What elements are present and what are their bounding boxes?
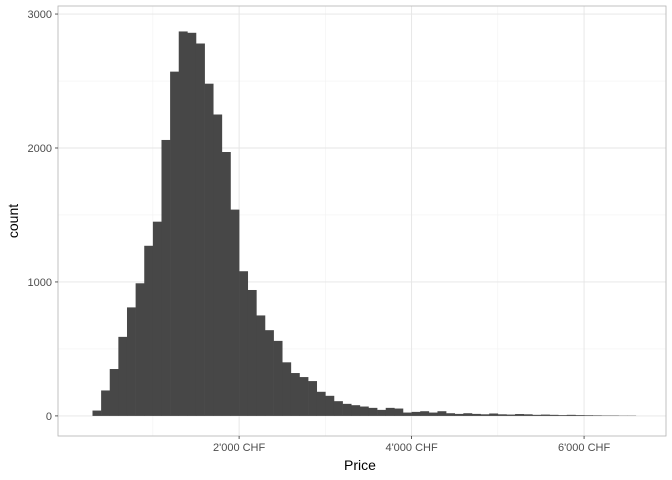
histogram-bar	[480, 414, 490, 416]
y-tick-label: 3000	[28, 9, 52, 21]
histogram-bar	[308, 381, 318, 416]
histogram-bar	[411, 411, 421, 416]
histogram-bar	[101, 390, 111, 416]
histogram-bar	[489, 413, 499, 416]
histogram-bar	[247, 289, 257, 416]
x-axis-title: Price	[344, 457, 376, 473]
histogram-bar	[549, 414, 559, 416]
histogram-bar	[471, 413, 481, 416]
histogram-bar	[282, 362, 292, 416]
histogram-bar	[506, 414, 516, 416]
histogram-bar	[368, 407, 378, 416]
histogram-bar	[221, 152, 231, 416]
histogram-bar	[333, 401, 343, 416]
histogram-bar	[532, 414, 542, 416]
histogram-bar	[152, 221, 162, 416]
histogram-bar	[592, 415, 602, 416]
y-tick-label: 0	[46, 411, 52, 423]
histogram-bar	[359, 406, 369, 416]
histogram-bar	[187, 32, 197, 416]
histogram-bar	[515, 414, 524, 416]
histogram-bar	[446, 413, 456, 416]
histogram-bar	[118, 336, 128, 416]
histogram-bar	[342, 403, 352, 416]
histogram-bar	[437, 411, 447, 416]
histogram-bar	[290, 373, 300, 416]
histogram-bar	[161, 139, 171, 416]
histogram-bar	[575, 415, 585, 416]
y-axis-title: count	[5, 204, 21, 238]
histogram-bar	[351, 405, 361, 416]
histogram-bar	[264, 330, 274, 416]
histogram-bar	[497, 414, 507, 416]
histogram-bar	[239, 271, 249, 416]
histogram-bar	[230, 209, 240, 416]
histogram-bars	[92, 31, 637, 416]
histogram-bar	[316, 391, 326, 416]
histogram-bar	[135, 283, 145, 416]
histogram-bar	[204, 83, 214, 416]
histogram-bar	[178, 31, 188, 416]
histogram-bar	[523, 414, 533, 416]
histogram-bar	[325, 395, 335, 416]
histogram-bar	[213, 114, 223, 416]
histogram-bar	[420, 411, 430, 416]
histogram-bar	[402, 412, 412, 416]
histogram-bar	[454, 413, 464, 416]
x-tick-label: 2'000 CHF	[213, 442, 266, 454]
histogram-bar	[144, 245, 154, 416]
histogram-bar	[273, 340, 283, 416]
histogram-bar	[377, 409, 387, 416]
histogram-bar	[385, 407, 395, 416]
histogram-bar	[109, 369, 119, 416]
histogram-bar	[428, 412, 438, 416]
histogram-bar	[584, 415, 593, 416]
histogram-bar	[558, 415, 568, 416]
panel-border	[57, 5, 667, 437]
histogram-bar	[566, 414, 576, 416]
histogram-bar	[256, 315, 266, 416]
histogram-bar	[394, 408, 404, 416]
histogram-bar	[126, 307, 136, 416]
histogram-bar	[299, 377, 309, 416]
histogram-bar	[170, 71, 180, 416]
y-tick-label: 1000	[28, 277, 52, 289]
histogram-bar	[92, 410, 102, 416]
y-tick-label: 2000	[28, 143, 52, 155]
x-tick-label: 4'000 CHF	[385, 442, 438, 454]
axis-ticks: 2'000 CHF 4'000 CHF 6'000 CHF 0 1000 2000 3000	[28, 9, 611, 454]
histogram-bar	[195, 43, 205, 416]
x-tick-label: 6'000 CHF	[558, 442, 611, 454]
histogram-bar	[540, 414, 550, 416]
histogram-bar	[463, 413, 473, 416]
